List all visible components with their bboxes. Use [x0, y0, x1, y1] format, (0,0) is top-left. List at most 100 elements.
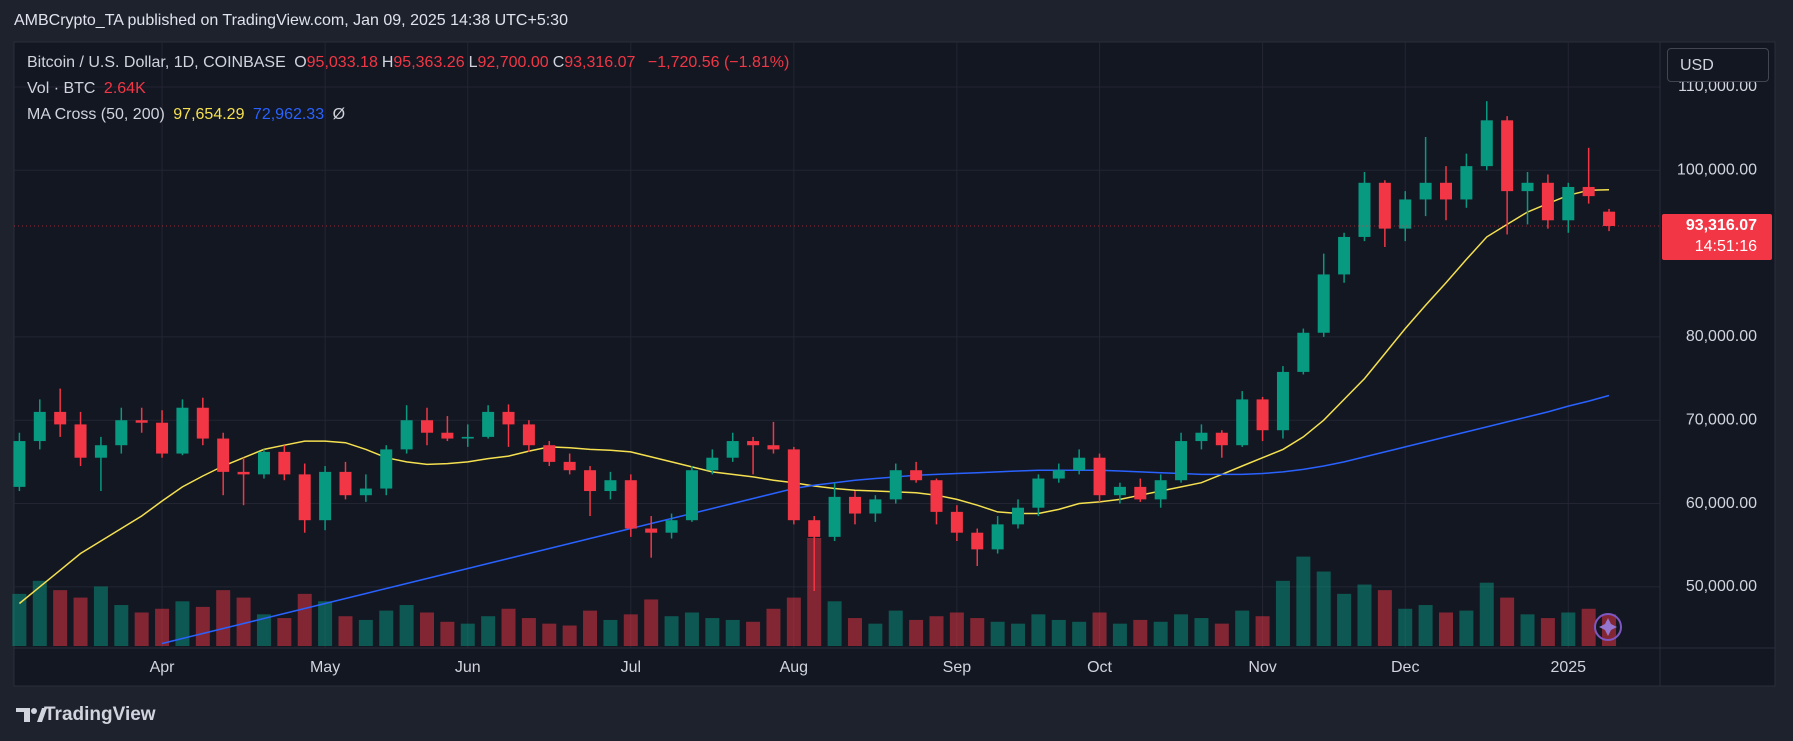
volume-bar	[1051, 619, 1066, 646]
candle-body	[584, 470, 597, 492]
brand: TradingView	[44, 704, 156, 725]
x-tick-label: Sep	[943, 659, 972, 676]
candle-body	[1603, 211, 1616, 226]
candle-body	[257, 451, 270, 475]
x-tick-label: Apr	[150, 659, 176, 676]
candle-body	[421, 420, 433, 433]
candle-body	[461, 436, 474, 439]
ma50-line	[18, 189, 1610, 605]
candle-body	[441, 432, 454, 439]
volume	[12, 538, 1617, 646]
volume-bar	[807, 538, 822, 646]
volume-bar	[1418, 605, 1433, 646]
candle-body	[1276, 371, 1289, 431]
x-tick-label: 2025	[1550, 659, 1586, 676]
volume-bar	[1112, 623, 1127, 646]
publisher: AMBCrypto_TA published on TradingView.co…	[14, 12, 568, 29]
candle-body	[1256, 399, 1269, 431]
candle-body	[502, 411, 515, 425]
volume-bar	[236, 597, 251, 646]
volume-bar	[501, 608, 516, 646]
volume-bar	[32, 580, 47, 646]
volume-bar	[746, 621, 761, 646]
candle-body	[1093, 457, 1106, 496]
volume-bar	[1479, 582, 1494, 646]
x-tick-label: May	[310, 659, 340, 676]
candle-body	[1378, 182, 1391, 229]
candle-body	[971, 532, 984, 550]
volume-bar	[664, 616, 679, 646]
candle-body	[319, 471, 332, 521]
y-tick-label: 60,000.00	[1686, 495, 1757, 512]
price-tag	[1662, 213, 1772, 260]
candle-body	[278, 451, 291, 475]
volume-bar	[1133, 619, 1148, 646]
y-tick-label: 110,000.00	[1678, 78, 1757, 95]
ma-name[interactable]: MA Cross (50, 200)	[27, 106, 165, 123]
assistant-icon[interactable]	[1594, 613, 1622, 641]
volume-bar	[155, 608, 170, 646]
y-tick-label: 80,000.00	[1686, 328, 1757, 345]
candle-body	[1236, 399, 1249, 446]
candle-body	[1562, 186, 1575, 221]
candle-body	[1215, 432, 1228, 446]
volume-bar	[440, 621, 455, 646]
candle-body	[156, 422, 169, 454]
candle-body	[400, 420, 413, 450]
ohlc-key: H	[381, 54, 394, 71]
legend-ma-row: MA Cross (50, 200) 97,654.29 72,962.33 Ø	[27, 106, 349, 124]
volume-bar	[1255, 616, 1270, 646]
candle-body	[522, 424, 535, 446]
volume-bar	[684, 612, 699, 646]
x-tick-label: Oct	[1087, 659, 1112, 676]
volume-bar	[93, 586, 108, 646]
candle-body	[115, 420, 128, 446]
candle-body	[217, 438, 230, 472]
candle-body	[237, 471, 250, 475]
x-tick-label: Nov	[1248, 659, 1276, 676]
candle-body	[889, 470, 902, 500]
candle-body	[808, 520, 821, 537]
candle-body	[94, 445, 107, 458]
volume-bar	[1072, 621, 1087, 646]
volume-bar	[399, 605, 414, 646]
candle-body	[665, 520, 678, 533]
candle-body	[54, 411, 67, 425]
volume-bar	[623, 614, 638, 646]
volume-bar	[216, 590, 231, 646]
volume-bar	[277, 618, 292, 646]
currency-button[interactable]: USD	[1667, 48, 1769, 82]
volume-bar	[1092, 612, 1107, 646]
candle-body	[1297, 332, 1310, 372]
y-tick-label: 100,000.00	[1677, 162, 1757, 179]
x-tick-label: Dec	[1391, 659, 1419, 676]
candle-body	[1419, 182, 1432, 200]
volume-bar	[1377, 590, 1392, 646]
ma200-line	[161, 394, 1610, 645]
candle-body	[1154, 480, 1167, 500]
grid	[14, 42, 1660, 648]
ohlc: O95,033.18 H95,363.26 L92,700.00 C93,316.07	[294, 54, 639, 71]
candle-body	[74, 424, 87, 458]
candle-body	[848, 496, 861, 514]
volume-bar	[1011, 623, 1026, 646]
volume-bar	[909, 619, 924, 646]
candle-body	[1032, 478, 1045, 508]
ohlc-value: 95,363.26	[393, 54, 465, 71]
candle-body	[1399, 199, 1412, 229]
volume-bar	[1357, 584, 1372, 646]
volume-value: 2.64K	[103, 80, 146, 97]
candle-body	[1175, 441, 1188, 481]
volume-bar	[583, 610, 598, 646]
volume-bar	[460, 623, 475, 646]
brand-logo	[16, 708, 47, 722]
volume-bar	[847, 618, 862, 646]
volume-bar	[868, 623, 883, 646]
volume-bar	[705, 618, 720, 646]
volume-bar	[1235, 610, 1250, 646]
legend-volume-row: Vol · BTC 2.64K	[27, 80, 150, 98]
x-tick-label: Jun	[455, 659, 481, 676]
candle-body	[176, 407, 189, 454]
volume-bar	[990, 621, 1005, 646]
